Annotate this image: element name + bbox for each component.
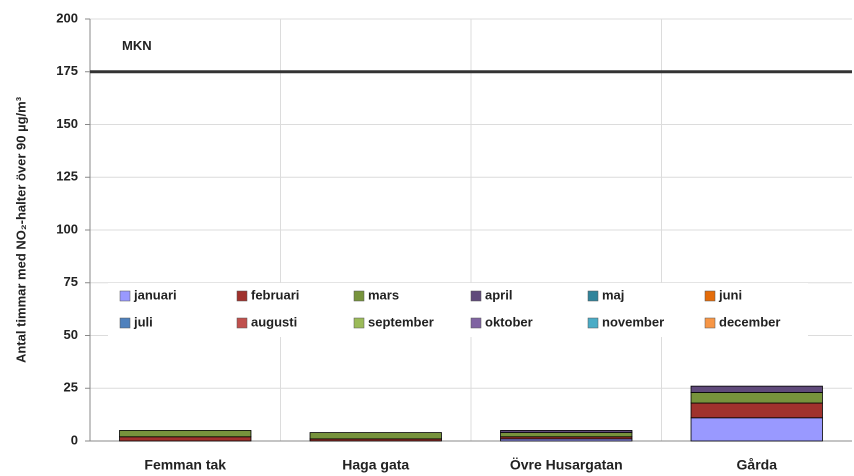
- legend-swatch: [353, 317, 365, 329]
- legend-swatch: [353, 290, 365, 302]
- x-tick-label: Övre Husargatan: [510, 457, 623, 473]
- bar-segment: [500, 430, 633, 433]
- legend-label: november: [602, 314, 664, 329]
- legend-swatch: [587, 290, 599, 302]
- legend-label: december: [719, 314, 780, 329]
- legend-background: [108, 283, 808, 337]
- legend-label: augusti: [251, 314, 297, 329]
- legend-swatch: [704, 290, 716, 302]
- legend-label: oktober: [485, 314, 533, 329]
- reference-label: MKN: [122, 38, 152, 53]
- y-tick-label: 175: [56, 63, 78, 78]
- x-tick-label: Femman tak: [144, 457, 226, 473]
- y-tick-label: 50: [64, 327, 78, 342]
- y-tick-label: 100: [56, 221, 78, 236]
- legend: januari februari mars april maj juni juli augus…: [108, 283, 808, 337]
- legend-swatch: [119, 317, 131, 329]
- legend-swatch: [704, 317, 716, 329]
- legend-swatch: [470, 290, 482, 302]
- y-tick-label: 125: [56, 169, 78, 184]
- legend-swatch: [587, 317, 599, 329]
- y-tick-label: 0: [71, 432, 78, 447]
- legend-swatch: [236, 290, 248, 302]
- legend-label: januari: [133, 287, 177, 302]
- bar-segment: [309, 432, 442, 440]
- x-tick-label: Gårda: [737, 457, 778, 473]
- y-tick-label: 75: [64, 274, 78, 289]
- bar-segment: [690, 392, 823, 404]
- bar-segment: [690, 402, 823, 419]
- legend-swatch: [236, 317, 248, 329]
- bar-segment: [690, 385, 823, 393]
- legend-swatch: [119, 290, 131, 302]
- y-tick-label: 150: [56, 116, 78, 131]
- legend-label: april: [485, 287, 512, 302]
- bar-segment: [500, 432, 633, 438]
- legend-label: mars: [368, 287, 399, 302]
- legend-label: februari: [251, 287, 299, 302]
- legend-label: september: [368, 314, 434, 329]
- y-tick-label: 200: [56, 10, 78, 25]
- legend-swatch: [470, 317, 482, 329]
- y-tick-label: 25: [64, 380, 78, 395]
- bar-segment: [690, 417, 823, 442]
- y-axis-label: Antal timmar med NO₂-halter över 90 µg/m…: [13, 96, 28, 363]
- legend-label: juni: [718, 287, 742, 302]
- x-tick-label: Haga gata: [342, 457, 409, 473]
- bar-segment: [119, 430, 252, 438]
- legend-label: juli: [133, 314, 153, 329]
- bar-segment: [119, 436, 252, 442]
- legend-label: maj: [602, 287, 624, 302]
